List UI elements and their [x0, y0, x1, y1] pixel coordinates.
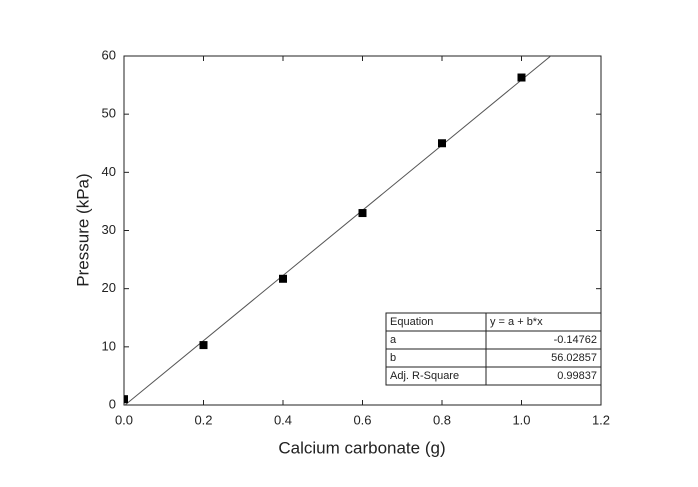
data-point [438, 139, 446, 148]
x-axis-title: Calcium carbonate (g) [278, 438, 445, 457]
y-tick-label: 40 [102, 164, 116, 179]
y-tick-label: 50 [102, 106, 116, 121]
y-tick-label: 20 [102, 280, 116, 295]
fit-table-value: -0.14762 [554, 334, 597, 346]
x-tick-label: 0.6 [353, 412, 371, 427]
data-point [358, 209, 367, 218]
x-tick-label: 1.2 [592, 412, 610, 427]
x-tick-label: 0.4 [274, 412, 292, 427]
fit-table-header: Equation [390, 316, 433, 328]
y-tick-label: 0 [109, 396, 116, 411]
y-tick-label: 30 [102, 222, 116, 237]
data-point [124, 395, 128, 404]
x-tick-label: 0.0 [115, 412, 133, 427]
fit-table-value: 56.02857 [551, 352, 597, 364]
plot-area [124, 56, 552, 405]
data-point [279, 274, 287, 283]
fit-table-label: a [390, 334, 397, 346]
x-tick-label: 0.8 [433, 412, 451, 427]
x-tick-label: 0.2 [194, 412, 212, 427]
data-point [199, 341, 208, 350]
y-axis-title: Pressure (kPa) [73, 173, 92, 286]
data-point [517, 73, 526, 82]
x-tick-label: 1.0 [512, 412, 530, 427]
fit-table-label: b [390, 352, 396, 364]
fit-table-header: y = a + b*x [490, 316, 543, 328]
fit-table-label: Adj. R-Square [390, 370, 459, 382]
y-tick-label: 10 [102, 338, 116, 353]
y-tick-label: 60 [102, 47, 116, 62]
fit-table-value: 0.99837 [557, 370, 597, 382]
